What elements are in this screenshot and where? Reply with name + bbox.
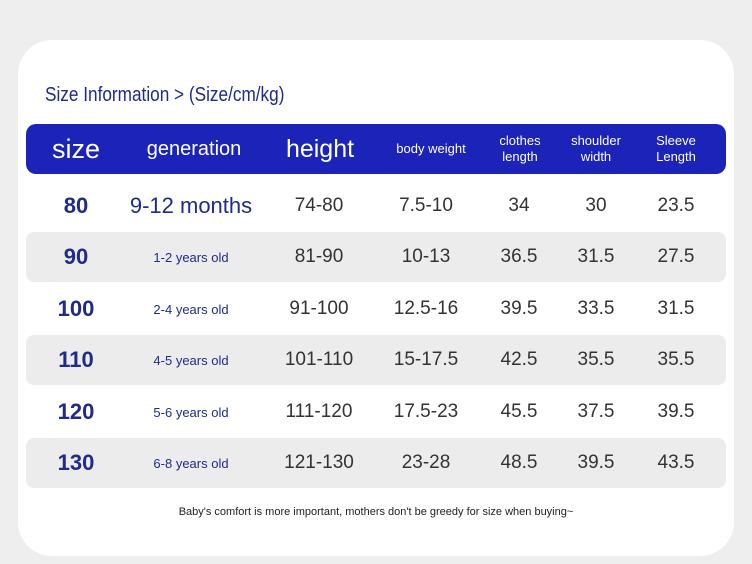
cell-clothes-length: 34 (508, 195, 530, 216)
cell-shoulder-width: 31.5 (577, 246, 615, 267)
page-title: Size Information > (Size/cm/kg) (45, 84, 285, 106)
cell-generation: 9-12 months (129, 193, 253, 218)
cell-generation: 2-4 years old (153, 301, 229, 317)
cell-height: 101-110 (284, 349, 354, 370)
cell-size: 120 (57, 399, 95, 424)
table-row: 130 6-8 years old 121-130 23-28 48.5 39.… (26, 438, 726, 488)
cell-size: 80 (63, 193, 89, 218)
cell-height: 74-80 (294, 195, 344, 216)
cell-generation: 6-8 years old (153, 455, 229, 471)
cell-shoulder-width: 39.5 (577, 452, 615, 473)
cell-generation: 4-5 years old (153, 352, 229, 368)
table-row: 90 1-2 years old 81-90 10-13 36.5 31.5 2… (26, 232, 726, 282)
header-clothes-length: clothes length (499, 133, 541, 164)
cell-size: 100 (57, 296, 95, 321)
cell-size: 130 (57, 450, 95, 475)
table-row: 120 5-6 years old 111-120 17.5-23 45.5 3… (26, 387, 726, 437)
cell-clothes-length: 39.5 (500, 298, 538, 319)
footer-note: Baby's comfort is more important, mother… (178, 506, 574, 518)
cell-body-weight: 23-28 (401, 452, 451, 473)
cell-sleeve-length: 43.5 (657, 452, 695, 473)
cell-height: 111-120 (285, 401, 353, 422)
cell-body-weight: 12.5-16 (393, 298, 459, 319)
header-generation: generation (146, 138, 242, 160)
cell-height: 91-100 (289, 298, 349, 319)
cell-generation: 5-6 years old (153, 404, 229, 420)
cell-shoulder-width: 30 (585, 195, 607, 216)
header-size: size (51, 133, 100, 164)
header-shoulder-width: shoulder width (571, 133, 621, 164)
cell-sleeve-length: 35.5 (657, 349, 695, 370)
cell-sleeve-length: 39.5 (657, 401, 695, 422)
header-body-weight: body weight (396, 141, 466, 157)
cell-height: 121-130 (284, 452, 354, 473)
cell-body-weight: 17.5-23 (393, 401, 459, 422)
cell-sleeve-length: 27.5 (657, 246, 695, 267)
header-height: height (285, 135, 355, 163)
cell-clothes-length: 42.5 (500, 349, 538, 370)
table-row: 80 9-12 months 74-80 7.5-10 34 30 23.5 (26, 181, 726, 231)
cell-body-weight: 7.5-10 (399, 195, 453, 216)
cell-sleeve-length: 31.5 (657, 298, 695, 319)
cell-generation: 1-2 years old (153, 249, 229, 265)
cell-height: 81-90 (294, 246, 344, 267)
cell-size: 90 (63, 244, 89, 269)
table-row: 110 4-5 years old 101-110 15-17.5 42.5 3… (26, 335, 726, 385)
cell-sleeve-length: 23.5 (657, 195, 695, 216)
cell-size: 110 (58, 347, 94, 372)
cell-clothes-length: 36.5 (500, 246, 538, 267)
cell-shoulder-width: 35.5 (577, 349, 615, 370)
header-sleeve-length: Sleeve Length (656, 133, 696, 164)
cell-clothes-length: 45.5 (500, 401, 538, 422)
cell-clothes-length: 48.5 (500, 452, 538, 473)
cell-body-weight: 15-17.5 (393, 349, 459, 370)
table-header: size generation height body weight cloth… (26, 124, 726, 174)
cell-shoulder-width: 37.5 (577, 401, 615, 422)
cell-body-weight: 10-13 (401, 246, 451, 267)
cell-shoulder-width: 33.5 (577, 298, 615, 319)
table-row: 100 2-4 years old 91-100 12.5-16 39.5 33… (26, 284, 726, 334)
